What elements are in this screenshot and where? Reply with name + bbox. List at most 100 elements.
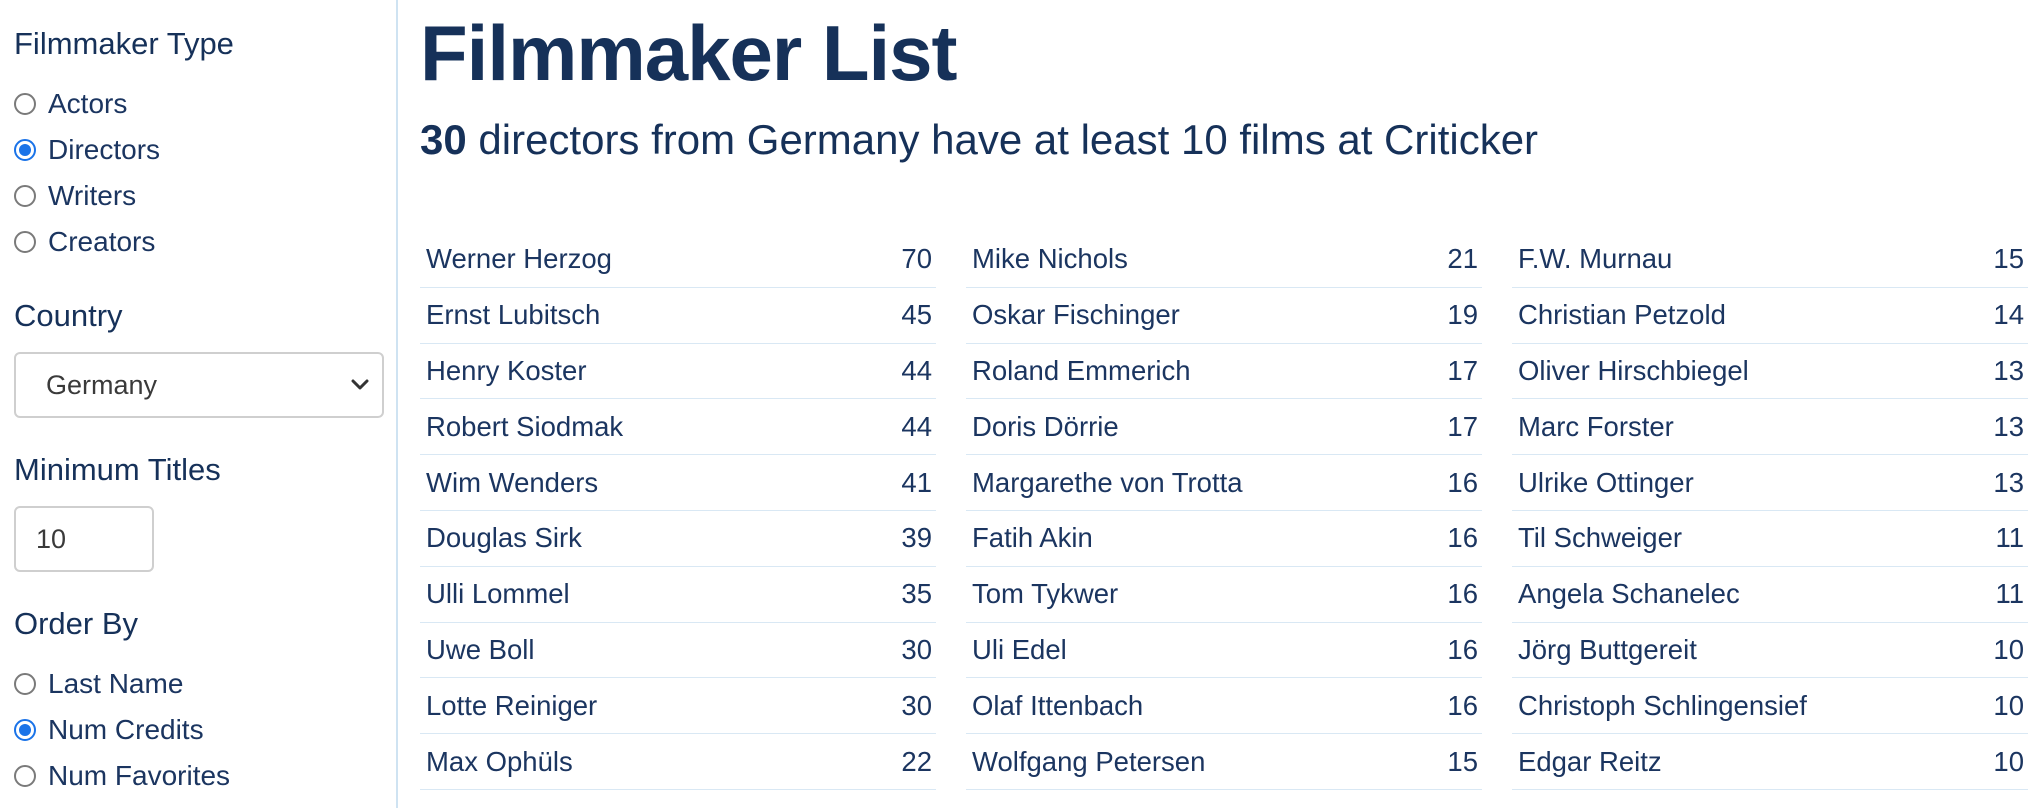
filmmaker-name[interactable]: Christian Petzold (1518, 299, 1726, 331)
filmmaker-type-heading: Filmmaker Type (14, 26, 234, 61)
filmmaker-name[interactable]: Robert Siodmak (426, 410, 624, 442)
results-summary: 30 directors from Germany have at least … (420, 116, 1538, 164)
filmmaker-row[interactable]: Uwe Boll 30 (420, 623, 936, 679)
filmmaker-column-3: F.W. Murnau 15 Christian Petzold 14 Oliver H… (1512, 232, 2028, 790)
filmmaker-name[interactable]: Jörg Buttgereit (1518, 633, 1697, 665)
filmmaker-row[interactable]: Wim Wenders 41 (420, 455, 936, 511)
radio-label-num-credits: Num Credits (48, 714, 204, 745)
filmmaker-row[interactable]: Til Schweiger 11 (1512, 511, 2028, 567)
filmmaker-name[interactable]: Lotte Reiniger (426, 689, 598, 721)
filmmaker-row[interactable]: Lotte Reiniger 30 (420, 678, 936, 735)
filmmaker-row[interactable]: Doris Dörrie 17 (966, 399, 1482, 456)
filmmaker-name[interactable]: Max Ophüls (426, 745, 573, 777)
filmmaker-film-count: 16 (1447, 689, 1478, 721)
filmmaker-name[interactable]: Uwe Boll (426, 633, 535, 665)
filmmaker-name[interactable]: Ulli Lommel (426, 578, 570, 610)
filmmaker-name[interactable]: Christoph Schlingensief (1518, 689, 1807, 721)
filmmaker-row[interactable]: Roland Emmerich 17 (966, 344, 1482, 400)
filmmaker-name[interactable]: Oskar Fischinger (972, 299, 1180, 331)
radio-writers[interactable]: Writers (14, 176, 136, 216)
filmmaker-column-2: Mike Nichols 21 Oskar Fischinger 19 Roland E… (966, 232, 1482, 790)
filmmaker-row[interactable]: Mike Nichols 21 (966, 232, 1482, 288)
radio-last-name[interactable]: Last Name (14, 664, 183, 704)
filmmaker-row[interactable]: F.W. Murnau 15 (1512, 232, 2028, 288)
filmmaker-film-count: 44 (901, 410, 932, 442)
filmmaker-name[interactable]: Ulrike Ottinger (1518, 466, 1694, 498)
radio-num-favorites[interactable]: Num Favorites (14, 756, 230, 796)
filmmaker-film-count: 30 (901, 633, 932, 665)
filmmaker-film-count: 10 (1993, 689, 2024, 721)
filmmaker-film-count: 17 (1447, 354, 1478, 386)
radio-button-num-favorites[interactable] (14, 765, 36, 787)
filmmaker-name[interactable]: Olaf Ittenbach (972, 689, 1144, 721)
filmmaker-name[interactable]: Margarethe von Trotta (972, 466, 1243, 498)
radio-label-num-favorites: Num Favorites (48, 760, 231, 791)
filmmaker-row[interactable]: Jörg Buttgereit 10 (1512, 623, 2028, 679)
filmmaker-name[interactable]: Wolfgang Petersen (972, 745, 1206, 777)
radio-num-credits[interactable]: Num Credits (14, 710, 204, 750)
radio-button-writers[interactable] (14, 185, 36, 207)
radio-button-last-name[interactable] (14, 673, 36, 695)
filmmaker-row[interactable]: Oskar Fischinger 19 (966, 288, 1482, 344)
filmmaker-row[interactable]: Edgar Reitz 10 (1512, 734, 2028, 790)
filmmaker-film-count: 39 (901, 522, 932, 554)
filmmaker-name[interactable]: Marc Forster (1518, 410, 1674, 442)
results-summary-text: directors from Germany have at least 10 … (466, 116, 1539, 163)
radio-directors[interactable]: Directors (14, 130, 160, 170)
filmmaker-row[interactable]: Wolfgang Petersen 15 (966, 734, 1482, 790)
filmmaker-row[interactable]: Christian Petzold 14 (1512, 288, 2028, 344)
filmmaker-row[interactable]: Marc Forster 13 (1512, 399, 2028, 456)
page-title: Filmmaker List (420, 9, 958, 97)
filmmaker-row[interactable]: Christoph Schlingensief 10 (1512, 678, 2028, 735)
minimum-titles-heading: Minimum Titles (14, 452, 221, 487)
filmmaker-row[interactable]: Tom Tykwer 16 (966, 567, 1482, 623)
filmmaker-row[interactable]: Ulrike Ottinger 13 (1512, 455, 2028, 511)
country-select-value: Germany (46, 369, 158, 400)
radio-label-last-name: Last Name (48, 668, 184, 699)
filmmaker-name[interactable]: Til Schweiger (1518, 522, 1683, 554)
filmmaker-name[interactable]: Uli Edel (972, 633, 1067, 665)
filmmaker-row[interactable]: Oliver Hirschbiegel 13 (1512, 344, 2028, 400)
filmmaker-row[interactable]: Olaf Ittenbach 16 (966, 678, 1482, 735)
radio-label-writers: Writers (48, 180, 137, 211)
filmmaker-name[interactable]: F.W. Murnau (1518, 243, 1673, 275)
filmmaker-name[interactable]: Oliver Hirschbiegel (1518, 354, 1749, 386)
filmmaker-name[interactable]: Douglas Sirk (426, 522, 582, 554)
radio-button-num-credits[interactable] (14, 719, 36, 741)
radio-button-creators[interactable] (14, 231, 36, 253)
filmmaker-name[interactable]: Edgar Reitz (1518, 745, 1662, 777)
filmmaker-row[interactable]: Werner Herzog 70 (420, 232, 936, 288)
filmmaker-name[interactable]: Doris Dörrie (972, 410, 1119, 442)
filmmaker-row[interactable]: Max Ophüls 22 (420, 734, 936, 790)
filmmaker-row[interactable]: Ernst Lubitsch 45 (420, 288, 936, 344)
filmmaker-name[interactable]: Werner Herzog (426, 243, 612, 275)
radio-actors[interactable]: Actors (14, 84, 127, 124)
filmmaker-name[interactable]: Fatih Akin (972, 522, 1093, 554)
filmmaker-row[interactable]: Robert Siodmak 44 (420, 399, 936, 456)
filmmaker-row[interactable]: Douglas Sirk 39 (420, 511, 936, 567)
results-count: 30 (420, 116, 467, 163)
filmmaker-film-count: 21 (1447, 243, 1478, 275)
filmmaker-name[interactable]: Henry Koster (426, 354, 587, 386)
country-select[interactable]: Germany (14, 352, 384, 418)
radio-creators[interactable]: Creators (14, 222, 155, 262)
radio-button-directors[interactable] (14, 139, 36, 161)
filmmaker-film-count: 13 (1993, 410, 2024, 442)
filmmaker-row[interactable]: Ulli Lommel 35 (420, 567, 936, 623)
filmmaker-film-count: 45 (901, 299, 932, 331)
filmmaker-row[interactable]: Henry Koster 44 (420, 344, 936, 400)
filmmaker-row[interactable]: Uli Edel 16 (966, 623, 1482, 679)
filmmaker-name[interactable]: Roland Emmerich (972, 354, 1191, 386)
minimum-titles-input[interactable]: 10 (14, 506, 154, 572)
filmmaker-row[interactable]: Margarethe von Trotta 16 (966, 455, 1482, 511)
filmmaker-name[interactable]: Wim Wenders (426, 466, 599, 498)
filmmaker-name[interactable]: Tom Tykwer (972, 578, 1119, 610)
radio-button-actors[interactable] (14, 93, 36, 115)
filmmaker-name[interactable]: Ernst Lubitsch (426, 299, 601, 331)
filmmaker-film-count: 41 (901, 466, 932, 498)
filmmaker-name[interactable]: Mike Nichols (972, 243, 1128, 275)
filmmaker-film-count: 11 (1995, 522, 2024, 554)
filmmaker-row[interactable]: Angela Schanelec 11 (1512, 567, 2028, 623)
filmmaker-row[interactable]: Fatih Akin 16 (966, 511, 1482, 567)
filmmaker-name[interactable]: Angela Schanelec (1518, 578, 1740, 610)
